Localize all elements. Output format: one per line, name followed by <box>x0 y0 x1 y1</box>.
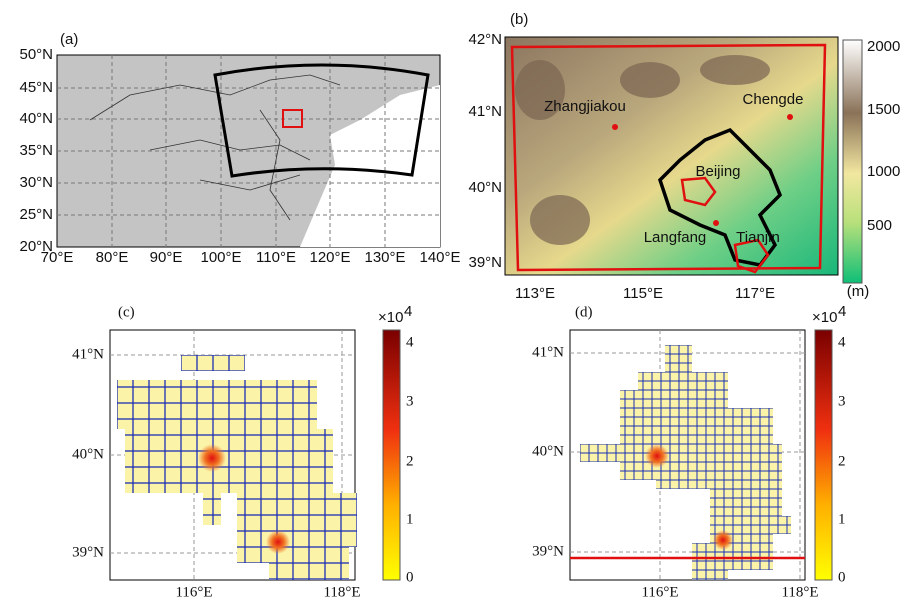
place-name: Chengde <box>743 91 804 108</box>
y-tick-label: 40°N <box>532 443 564 459</box>
y-tick-label: 41°N <box>532 344 564 360</box>
panel-label: (d) <box>575 304 593 320</box>
y-tick-label: 30°N <box>19 174 53 191</box>
colorbar <box>843 40 862 283</box>
colorbar-scale-exponent: 4 <box>838 303 846 320</box>
colorbar <box>383 330 400 580</box>
colorbar-tick-label: 1500 <box>867 101 900 118</box>
x-tick-label: 120°E <box>309 249 350 266</box>
hotspot <box>266 530 290 554</box>
x-tick-label: 100°E <box>200 249 241 266</box>
y-tick-label: 25°N <box>19 206 53 223</box>
x-tick-label: 80°E <box>96 249 129 266</box>
place-name: Zhangjiakou <box>544 98 626 115</box>
panel-label: (c) <box>118 304 135 320</box>
colorbar-tick-label: 1 <box>838 511 846 527</box>
panel-a <box>57 55 440 247</box>
hotspot <box>713 530 733 550</box>
colorbar-scale-exponent: 4 <box>404 303 412 320</box>
y-tick-label: 40°N <box>19 110 53 127</box>
colorbar-tick-label: 1000 <box>867 163 900 180</box>
colorbar-tick-label: 4 <box>838 334 846 350</box>
colorbar-tick-label: 500 <box>867 217 892 234</box>
y-tick-label: 35°N <box>19 142 53 159</box>
x-tick-label: 140°E <box>419 249 460 266</box>
x-tick-label: 117°E <box>735 285 775 302</box>
panel-d <box>570 330 832 580</box>
panel-b <box>505 37 862 283</box>
hotspot <box>645 444 669 468</box>
y-tick-label: 39°N <box>532 543 564 559</box>
y-tick-label: 50°N <box>19 46 53 63</box>
y-tick-label: 41°N <box>468 103 502 120</box>
y-tick-label: 40°N <box>468 179 502 196</box>
y-tick-label: 41°N <box>72 346 104 362</box>
panel-c <box>110 330 400 580</box>
x-tick-label: 118°E <box>323 584 360 599</box>
x-tick-label: 130°E <box>364 249 405 266</box>
x-tick-label: 90°E <box>150 249 183 266</box>
colorbar-scale: ×10 <box>378 309 403 326</box>
y-tick-label: 39°N <box>468 254 502 271</box>
x-tick-label: 110°E <box>256 249 296 266</box>
hotspot <box>198 444 226 472</box>
place-name: Tianjin <box>736 229 780 246</box>
colorbar <box>815 330 832 580</box>
x-tick-label: 70°E <box>41 249 74 266</box>
colorbar-tick-label: 2000 <box>867 38 900 55</box>
panel-label: (b) <box>510 11 528 28</box>
colorbar-tick-label: 0 <box>838 569 846 585</box>
y-tick-label: 40°N <box>72 446 104 462</box>
colorbar-unit: (m) <box>847 283 870 300</box>
colorbar-tick-label: 2 <box>838 453 846 469</box>
colorbar-tick-label: 4 <box>406 334 414 350</box>
x-tick-label: 116°E <box>641 584 678 599</box>
x-tick-label: 118°E <box>781 584 818 599</box>
place-name: Beijing <box>695 163 740 180</box>
panel-label: (a) <box>60 31 78 48</box>
figure: (a)50°N45°N40°N35°N30°N25°N20°N70°E80°E9… <box>0 0 901 599</box>
colorbar-scale: ×10 <box>812 309 837 326</box>
place-name: Langfang <box>644 229 707 246</box>
x-tick-label: 113°E <box>515 285 555 302</box>
x-tick-label: 116°E <box>175 584 212 599</box>
colorbar-tick-label: 2 <box>406 453 414 469</box>
y-tick-label: 42°N <box>468 31 502 48</box>
y-tick-label: 45°N <box>19 79 53 96</box>
colorbar-tick-label: 0 <box>406 569 414 585</box>
colorbar-tick-label: 3 <box>406 393 414 409</box>
x-tick-label: 115°E <box>623 285 663 302</box>
colorbar-tick-label: 3 <box>838 393 846 409</box>
y-tick-label: 39°N <box>72 544 104 560</box>
colorbar-tick-label: 1 <box>406 511 414 527</box>
